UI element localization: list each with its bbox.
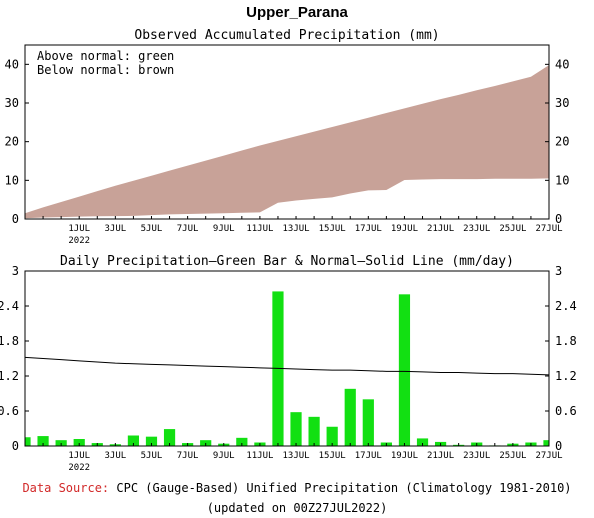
daily-precip-panel: Daily Precipitation—Green Bar & Normal—S…: [0, 254, 577, 473]
data-source-line: Data Source: CPC (Gauge-Based) Unified P…: [0, 481, 594, 495]
x-tick-label: 19JUL: [391, 451, 418, 461]
below-normal-area: [25, 65, 549, 219]
y-tick-label-left: 10: [5, 173, 19, 187]
y-tick-label-right: 2.4: [555, 299, 577, 313]
y-tick-label-left: 0.6: [0, 404, 19, 418]
x-tick-label: 7JUL: [177, 451, 199, 461]
data-source-text: CPC (Gauge-Based) Unified Precipitation …: [109, 481, 572, 495]
panel-title: Daily Precipitation—Green Bar & Normal—S…: [60, 254, 514, 269]
y-tick-label-right: 30: [555, 96, 569, 110]
daily-bar: [308, 416, 320, 446]
x-tick-label: 7JUL: [177, 224, 199, 234]
x-tick-label: 17JUL: [355, 451, 382, 461]
daily-bar: [326, 426, 338, 446]
daily-bar: [290, 412, 302, 446]
x-tick-label: 23JUL: [463, 224, 490, 234]
x-tick-label: 9JUL: [213, 451, 235, 461]
legend-entry: Below normal: brown: [37, 63, 174, 77]
x-tick-label: 3JUL: [105, 224, 127, 234]
x-tick-label: 13JUL: [282, 224, 309, 234]
y-tick-label-right: 40: [555, 57, 569, 71]
daily-bar: [416, 438, 429, 446]
x-tick-label: 15JUL: [319, 224, 346, 234]
x-tick-label: 5JUL: [141, 224, 163, 234]
y-tick-label-right: 0: [555, 439, 562, 453]
x-tick-label: 3JUL: [105, 451, 127, 461]
x-tick-label: 1JUL: [68, 224, 90, 234]
daily-bar: [398, 294, 411, 446]
x-tick-label: 11JUL: [246, 451, 273, 461]
daily-bar: [145, 436, 158, 446]
x-year-label: 2022: [68, 463, 90, 473]
daily-bar: [73, 439, 85, 446]
x-tick-label: 1JUL: [68, 451, 90, 461]
y-tick-label-left: 0: [12, 439, 19, 453]
plot-frame: [24, 44, 550, 220]
normal-line: [24, 356, 550, 376]
panel-title: Observed Accumulated Precipitation (mm): [134, 28, 439, 43]
x-tick-label: 9JUL: [213, 224, 235, 234]
x-tick-label: 25JUL: [499, 451, 526, 461]
y-tick-label-left: 20: [5, 135, 19, 149]
daily-bar: [543, 440, 549, 446]
daily-bar: [25, 437, 31, 446]
x-tick-label: 23JUL: [463, 451, 490, 461]
daily-bar: [127, 435, 140, 446]
daily-bar: [163, 429, 176, 446]
x-tick-label: 17JUL: [355, 224, 382, 234]
y-tick-label-left: 0: [12, 212, 19, 226]
x-tick-label: 27JUL: [535, 451, 562, 461]
x-tick-label: 19JUL: [391, 224, 418, 234]
y-tick-label-right: 20: [555, 135, 569, 149]
plot-frame: [24, 270, 550, 447]
x-tick-label: 25JUL: [499, 224, 526, 234]
accumulated-precip-panel: Observed Accumulated Precipitation (mm) A…: [5, 28, 570, 246]
y-tick-label-left: 1.8: [0, 334, 19, 348]
y-tick-label-left: 40: [5, 57, 19, 71]
y-tick-label-right: 3: [555, 264, 562, 278]
x-tick-label: 27JUL: [535, 224, 562, 234]
legend-entry: Above normal: green: [37, 49, 174, 63]
x-tick-label: 5JUL: [141, 451, 163, 461]
y-tick-label-left: 1.2: [0, 369, 19, 383]
updated-line: (updated on 00Z27JUL2022): [206, 501, 388, 515]
y-tick-label-right: 0.6: [555, 404, 577, 418]
x-year-label: 2022: [68, 236, 90, 246]
x-tick-label: 15JUL: [319, 451, 346, 461]
data-source-label: Data Source:: [22, 481, 110, 495]
daily-bar: [37, 436, 49, 446]
main-title: Upper_Parana: [246, 4, 348, 21]
x-tick-label: 21JUL: [427, 224, 454, 234]
daily-bar: [344, 388, 356, 446]
chart-figure: Upper_Parana Observed Accumulated Precip…: [0, 4, 577, 473]
y-tick-label-right: 1.8: [555, 334, 577, 348]
x-tick-label: 11JUL: [246, 224, 273, 234]
y-tick-label-left: 2.4: [0, 299, 19, 313]
x-tick-label: 13JUL: [282, 451, 309, 461]
y-tick-label-right: 10: [555, 173, 569, 187]
y-tick-label-right: 1.2: [555, 369, 577, 383]
y-tick-label-left: 3: [12, 264, 19, 278]
daily-bar: [362, 399, 374, 446]
y-tick-label-right: 0: [555, 212, 562, 226]
daily-bar: [236, 437, 248, 446]
y-tick-label-left: 30: [5, 96, 19, 110]
x-tick-label: 21JUL: [427, 451, 454, 461]
